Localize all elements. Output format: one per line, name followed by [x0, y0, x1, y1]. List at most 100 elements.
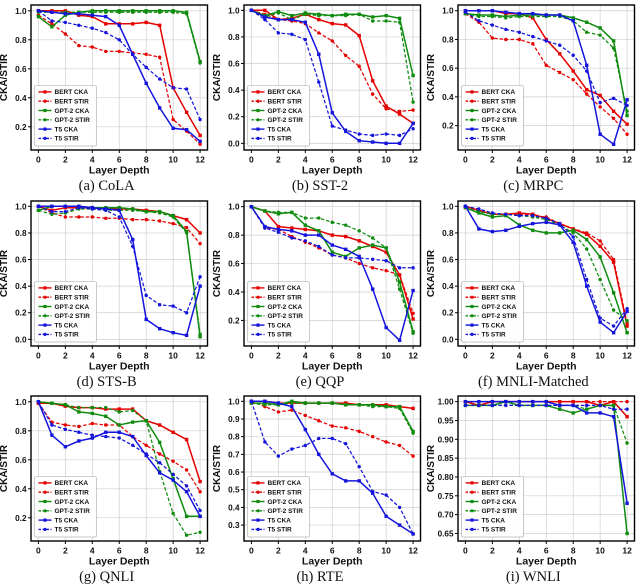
- legend-marker-circle: [256, 118, 261, 122]
- legend-marker-circle: [256, 509, 261, 513]
- x-axis: 0 2 4 6 8 10 12: [36, 345, 205, 360]
- series-markers: [250, 399, 416, 536]
- y-tick-label: 1.0: [15, 202, 27, 211]
- y-tick-label: 0.4: [229, 288, 241, 297]
- y-tick-label: 0.8: [229, 231, 241, 240]
- x-tick-label: 6: [544, 546, 549, 556]
- x-tick-label: 0: [463, 546, 468, 556]
- y-tick-label: 0.0: [15, 335, 27, 344]
- chart-qqp: 0 2 4 6 8 10 12 0.2 0.4 0.6 0.8 1.0 Layer Depth CKA/S…: [212, 195, 427, 372]
- x-axis: 0 2 4 6 8 10 12: [250, 345, 419, 360]
- y-axis: 0.2 0.4 0.6 0.8 1.0: [442, 7, 458, 131]
- legend-item-t5-stir: T5 STIR: [38, 331, 79, 338]
- legend-item-gpt-2-stir: GPT-2 STIR: [38, 117, 90, 124]
- series-group: [250, 399, 416, 536]
- subplot-caption-cola: (a) CoLA: [78, 178, 135, 194]
- legend-marker-circle: [256, 99, 261, 103]
- x-tick-label: 2: [276, 546, 281, 556]
- legend-item-gpt-2-stir: GPT-2 STIR: [251, 508, 304, 515]
- subplot-caption-mnli: (f) MNLI-Matched: [477, 373, 589, 390]
- legend-item-bert-cka: BERT CKA: [251, 89, 302, 96]
- legend-marker-square: [256, 127, 261, 131]
- axes: 0 2 4 6 8 10 12 0.2 0.4 0.6 0.8 1.0: [15, 7, 205, 165]
- x-tick-label: 6: [117, 155, 122, 165]
- legend-marker-square: [43, 323, 47, 327]
- legend-item-t5-cka: T5 CKA: [465, 518, 505, 525]
- y-tick-label: 0.70: [437, 511, 453, 520]
- legend-item-t5-stir: T5 STIR: [251, 331, 292, 338]
- legend-item-gpt-2-cka: GPT-2 CKA: [38, 499, 90, 506]
- legend-item-bert-stir: BERT STIR: [38, 99, 89, 106]
- x-axis-label: Layer Depth: [89, 360, 150, 372]
- x-tick-label: 2: [63, 350, 68, 360]
- legend-item-t5-stir: T5 STIR: [251, 136, 293, 143]
- y-tick-label: 0.4: [442, 93, 454, 102]
- legend-label: T5 STIR: [481, 136, 506, 143]
- legend-item-gpt-2-cka: GPT-2 CKA: [38, 303, 90, 310]
- y-tick-label: 0.80: [437, 473, 453, 482]
- x-axis-label: Layer Depth: [302, 165, 363, 177]
- chart-stsb: 0 2 4 6 8 10 12 0.0 0.2 0.4 0.6 0.8 1.0 Layer Depth CK…: [0, 195, 214, 372]
- x-tick-label: 8: [144, 350, 149, 360]
- y-tick-label: 0.2: [442, 122, 454, 131]
- legend-marker-circle: [43, 332, 47, 336]
- legend-label: GPT-2 CKA: [481, 303, 516, 310]
- chart-canvas-cola: 0 2 4 6 8 10 12 0.2 0.4 0.6 0.8 1.0 Layer Depth CKA/S…: [0, 0, 214, 177]
- y-axis: 0.65 0.70 0.75 0.80 0.85 0.90 0.95 1.00: [437, 398, 458, 539]
- legend-item-bert-stir: BERT STIR: [38, 294, 89, 301]
- legend-label: T5 STIR: [268, 136, 293, 143]
- x-tick-label: 0: [36, 155, 41, 165]
- y-tick-label: 0.6: [15, 456, 27, 465]
- x-tick-label: 2: [490, 546, 495, 556]
- y-tick-label: 0.4: [15, 485, 27, 494]
- legend-item-bert-stir: BERT STIR: [465, 490, 516, 497]
- series-markers: [463, 204, 629, 328]
- series-group: [463, 204, 629, 335]
- subplot-mrpc: 0 2 4 6 8 10 12 0.2 0.4 0.6 0.8 1.0 Layer Depth CKA/S…: [426, 0, 640, 196]
- legend-marker-circle: [256, 136, 261, 140]
- legend-item-bert-cka: BERT CKA: [251, 481, 302, 488]
- legend-item-t5-stir: T5 STIR: [465, 331, 506, 338]
- y-tick-label: 0.6: [15, 65, 27, 74]
- y-tick-label: 0.8: [442, 35, 454, 44]
- chart-canvas-mnli: 0 2 4 6 8 10 12 0.0 0.2 0.4 0.6 0.8 1.0 Layer Depth CK…: [426, 195, 640, 372]
- legend-label: GPT-2 STIR: [481, 508, 517, 515]
- legend-item-bert-stir: BERT STIR: [251, 99, 303, 106]
- y-axis-label: CKA/STIR: [0, 249, 10, 297]
- x-tick-label: 8: [357, 155, 362, 165]
- y-axis: 0.0 0.2 0.4 0.6 0.8 1.0: [229, 6, 245, 148]
- series-markers: [463, 10, 629, 108]
- y-tick-label: 0.0: [442, 335, 454, 344]
- legend-label: BERT STIR: [481, 99, 516, 106]
- x-tick-label: 8: [357, 546, 362, 556]
- y-tick-label: 0.95: [437, 417, 453, 426]
- legend-marker-square: [256, 481, 261, 485]
- y-tick-label: 1.0: [15, 398, 27, 407]
- x-tick-label: 0: [250, 350, 255, 360]
- chart-wnli: 0 2 4 6 8 10 12 0.65 0.70 0.75 0.80 0.85 0.90 0.95 1.0…: [426, 391, 640, 568]
- legend-label: GPT-2 STIR: [481, 313, 517, 320]
- legend-label: T5 STIR: [481, 527, 506, 534]
- subplot-caption-sst2: (b) SST-2: [291, 178, 349, 194]
- y-tick-label: 0.5: [229, 486, 241, 495]
- chart-mrpc: 0 2 4 6 8 10 12 0.2 0.4 0.6 0.8 1.0 Layer Depth CKA/S…: [426, 0, 640, 177]
- grid-lines: [244, 396, 421, 542]
- y-tick-label: 0.6: [15, 255, 27, 264]
- series-markers: [36, 400, 202, 513]
- legend-item-gpt-2-stir: GPT-2 STIR: [38, 508, 90, 515]
- chart-canvas-rte: 0 2 4 6 8 10 12 0.3 0.4 0.5 0.6 0.7 0.8 0.9 1.0 Layer D…: [212, 391, 427, 568]
- x-axis: 0 2 4 6 8 10 12: [250, 150, 419, 165]
- subplot-caption-qqp: (e) QQP: [295, 373, 345, 390]
- y-tick-label: 0.6: [229, 60, 241, 69]
- y-tick-label: 0.8: [229, 33, 241, 42]
- chart-canvas-mrpc: 0 2 4 6 8 10 12 0.2 0.4 0.6 0.8 1.0 Layer Depth CKA/S…: [426, 0, 640, 177]
- legend: BERT CKA BERT STIR GPT-2 CKA GPT-2 STIR T5 C…: [460, 281, 524, 343]
- subplot-stsb: 0 2 4 6 8 10 12 0.0 0.2 0.4 0.6 0.8 1.0 Layer Depth CK…: [0, 195, 214, 392]
- x-tick-label: 8: [571, 155, 576, 165]
- y-tick-label: 0.8: [229, 433, 241, 442]
- x-axis-label: Layer Depth: [516, 556, 577, 568]
- legend-box: [247, 281, 311, 343]
- legend-label: BERT CKA: [55, 481, 89, 488]
- axes: 0 2 4 6 8 10 12 0.2 0.4 0.6 0.8 1.0: [229, 202, 419, 360]
- x-tick-label: 12: [622, 350, 632, 360]
